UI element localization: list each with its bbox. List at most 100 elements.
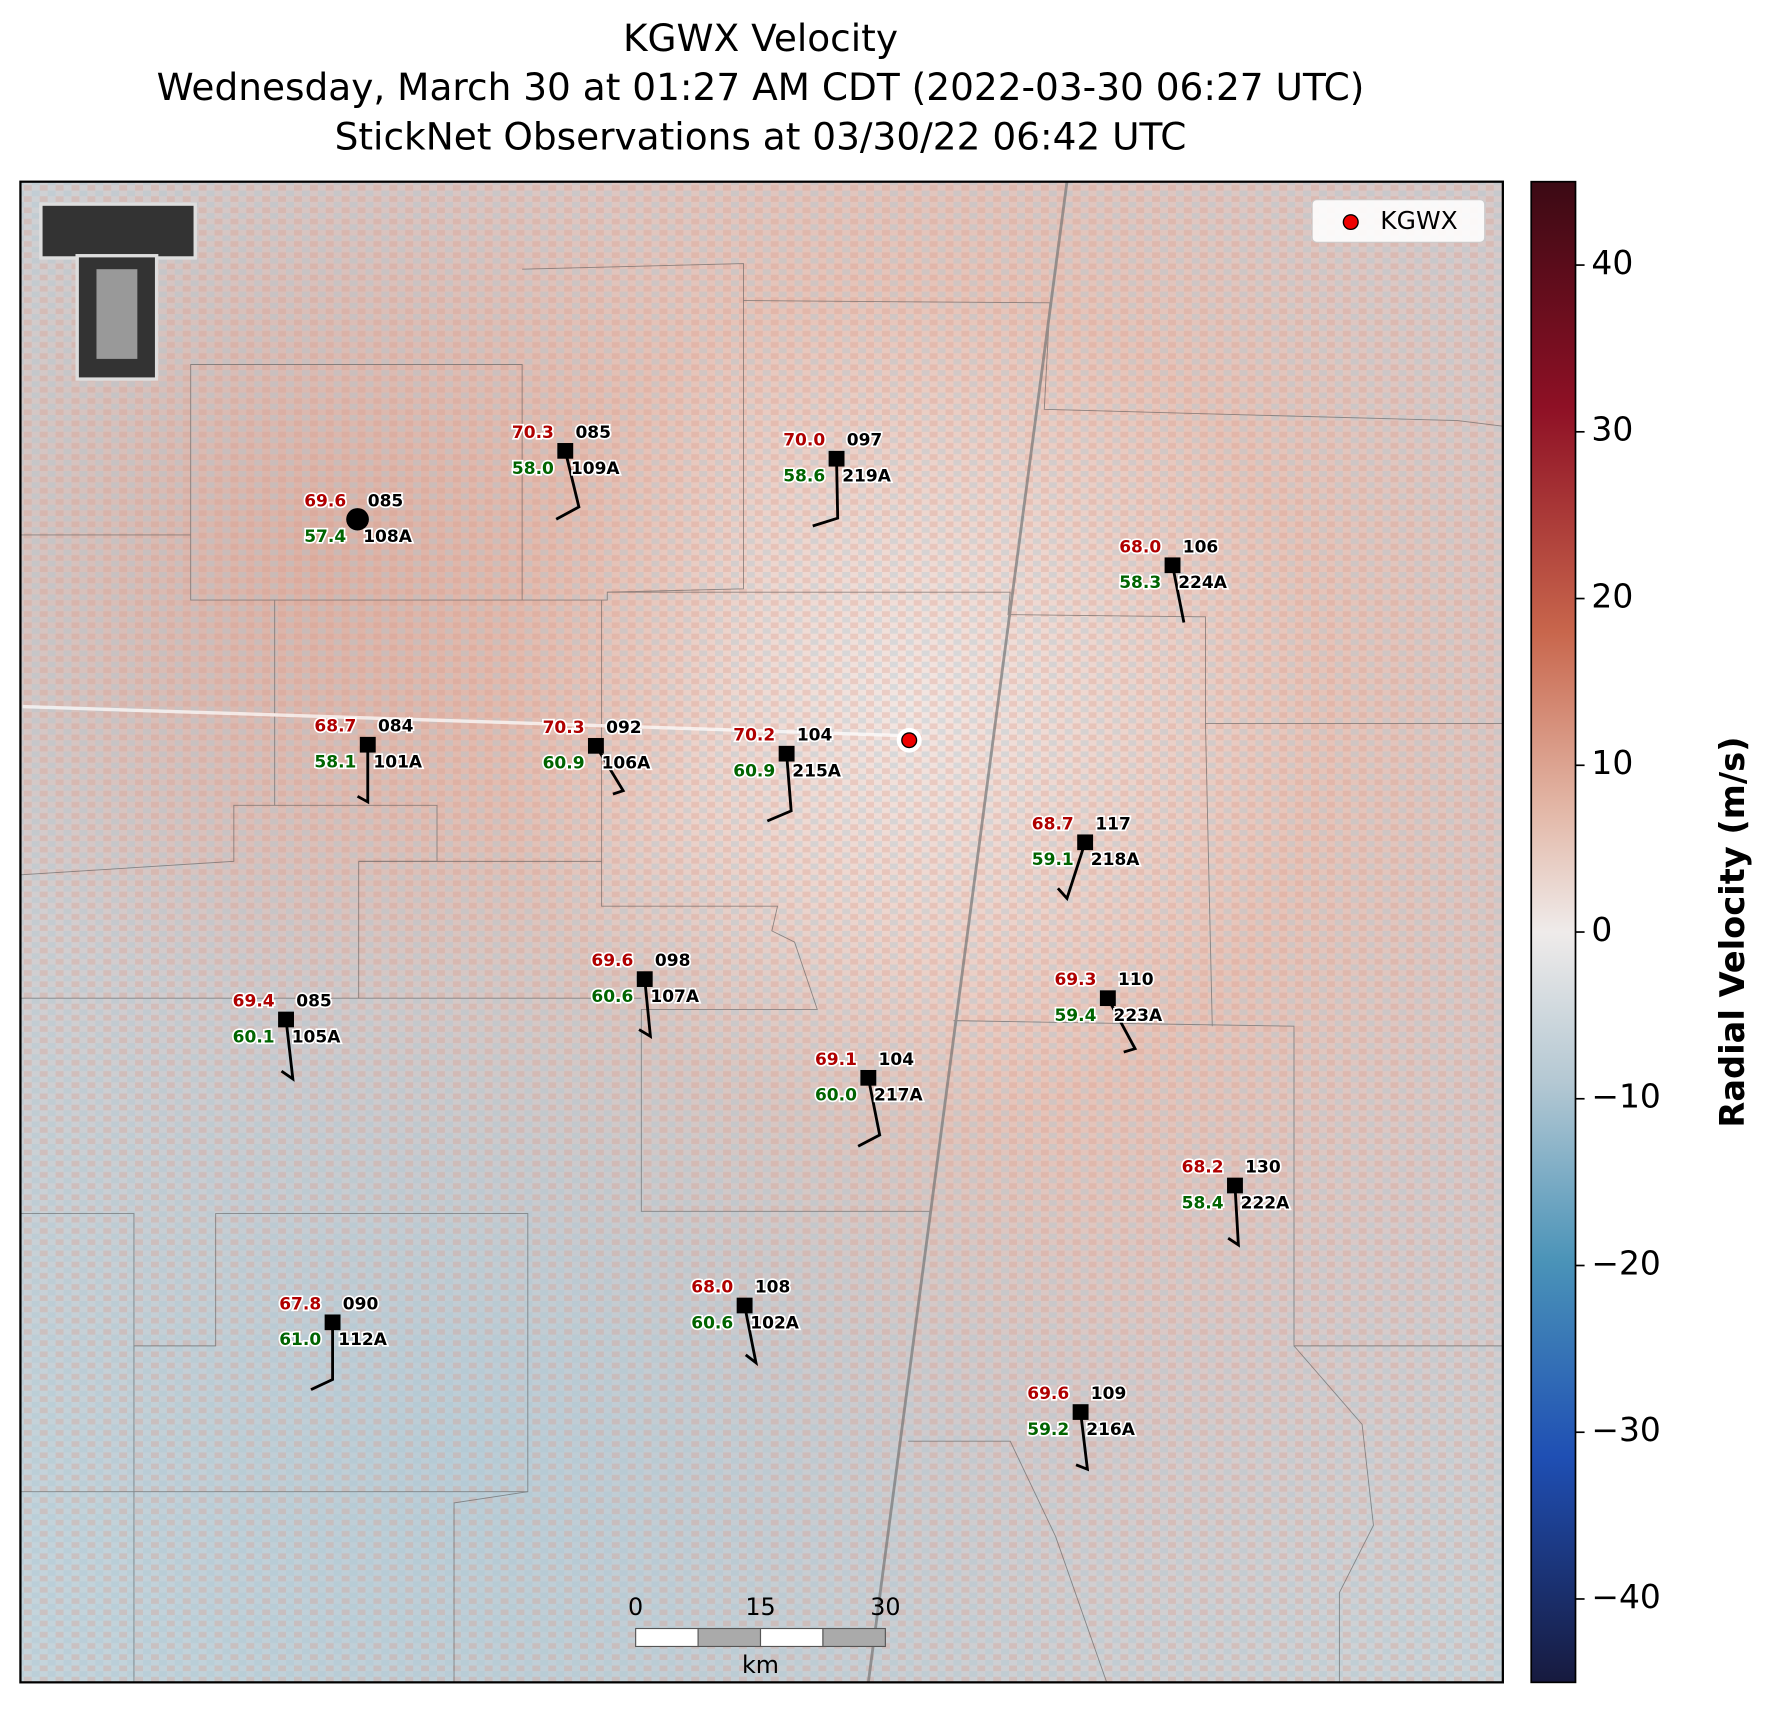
temperature: 70.2 [733, 725, 775, 745]
dewpoint: 58.0 [512, 458, 554, 478]
pressure: 109 [1091, 1383, 1127, 1403]
temperature: 70.3 [543, 717, 585, 737]
colorbar-tick-label: 40 [1591, 244, 1633, 282]
station-id: 223A [1114, 1005, 1163, 1025]
title-line: StickNet Observations at 03/30/22 06:42 … [335, 115, 1187, 159]
pressure: 092 [606, 717, 642, 737]
temperature: 68.7 [1032, 813, 1074, 833]
temperature: 69.1 [815, 1049, 857, 1069]
station-marker [359, 736, 376, 753]
temperature: 67.8 [279, 1293, 321, 1313]
colorbar-tick-label: −30 [1591, 1411, 1660, 1449]
colorbar-tick-label: −10 [1591, 1078, 1660, 1116]
dewpoint: 58.1 [314, 752, 356, 772]
dewpoint: 61.0 [279, 1329, 321, 1349]
dewpoint: 59.2 [1027, 1419, 1069, 1439]
station-id: 102A [750, 1313, 799, 1333]
county-borders [20, 181, 1503, 1683]
dewpoint: 59.1 [1032, 849, 1074, 869]
map-frame [19, 180, 1504, 1684]
wind-barb [555, 450, 581, 521]
dewpoint: 60.0 [815, 1085, 857, 1105]
radar-site [896, 727, 922, 753]
dewpoint: 60.6 [691, 1313, 733, 1333]
map: 70.3 085 58.0 109A 69.6 085 57.4 108A 70.0 097 58.… [19, 180, 1504, 1684]
station-marker [1099, 990, 1116, 1007]
pressure: 130 [1245, 1157, 1281, 1177]
station-id: 222A [1241, 1193, 1290, 1213]
station-id: 216A [1086, 1419, 1135, 1439]
pressure: 085 [575, 422, 611, 442]
station-id: 106A [602, 753, 651, 773]
colorbar: Radial Velocity (m/s) −40 −30 −20 −10 0 10 20 3… [1530, 180, 1752, 1684]
scale-label: 0 [628, 1593, 643, 1621]
stations: 70.3 085 58.0 109A 69.6 085 57.4 108A 70.0 097 58.… [231, 420, 1291, 1472]
station-id: 219A [842, 466, 891, 486]
station-id: 105A [292, 1027, 341, 1047]
dewpoint: 59.4 [1054, 1005, 1096, 1025]
temperature: 68.7 [314, 716, 356, 736]
scale-unit: km [742, 1651, 779, 1679]
dewpoint: 60.9 [733, 761, 775, 781]
pressure: 084 [378, 716, 414, 736]
station-id: 108A [363, 526, 412, 546]
pressure: 104 [797, 725, 833, 745]
station-id: 109A [571, 458, 620, 478]
dewpoint: 60.1 [233, 1027, 275, 1047]
colorbar-tick-label: 30 [1591, 411, 1633, 449]
wind-barb [638, 978, 653, 1039]
pressure: 104 [879, 1049, 915, 1069]
colorbar-tick-label: 20 [1591, 578, 1633, 616]
dewpoint: 60.6 [591, 986, 633, 1006]
temperature: 70.0 [783, 430, 825, 450]
pressure: 098 [655, 950, 691, 970]
station-marker [324, 1314, 341, 1331]
dewpoint: 58.3 [1119, 572, 1161, 592]
title-line: Wednesday, March 30 at 01:27 AM CDT (202… [157, 65, 1365, 109]
temperature: 68.0 [1119, 536, 1161, 556]
wind-barb [310, 1322, 334, 1391]
pressure: 106 [1183, 536, 1219, 556]
title: KGWX Velocity Wednesday, March 30 at 01:… [157, 16, 1365, 158]
wind-barb [766, 753, 793, 823]
calm-marker [346, 508, 369, 531]
colorbar-tick-label: 10 [1591, 744, 1633, 782]
temperature: 69.6 [1027, 1383, 1069, 1403]
pressure: 108 [755, 1277, 791, 1297]
station-marker [828, 450, 845, 467]
station-marker [557, 443, 574, 459]
pressure: 117 [1095, 813, 1131, 833]
station-marker [1164, 557, 1181, 574]
wind-barb [1227, 1185, 1240, 1248]
temperature: 69.3 [1054, 969, 1096, 989]
wind-barb [1106, 997, 1138, 1054]
wind-barb [812, 458, 840, 528]
station-id: 218A [1091, 849, 1140, 869]
pressure: 085 [368, 490, 404, 510]
station-id: 224A [1178, 572, 1227, 592]
station-marker [636, 971, 653, 987]
scale-bar: 0 15 30 km [628, 1593, 900, 1679]
pressure: 085 [296, 991, 332, 1011]
wind-barb [1171, 565, 1186, 623]
pressure: 097 [847, 430, 883, 450]
station-id: 101A [373, 752, 422, 772]
wind-barb [1075, 1411, 1090, 1472]
scale-label: 15 [745, 1593, 775, 1621]
station-id: 107A [650, 986, 699, 1006]
temperature: 68.0 [691, 1277, 733, 1297]
legend: KGWX [1311, 199, 1486, 243]
wind-barb [280, 1019, 295, 1082]
station-marker [778, 745, 795, 762]
temperature: 69.6 [304, 490, 346, 510]
colorbar-tick-label: −40 [1591, 1578, 1660, 1616]
wind-barb [743, 1305, 759, 1367]
ttu-logo [39, 202, 197, 381]
temperature: 69.6 [591, 950, 633, 970]
wind-barb [857, 1077, 882, 1148]
dewpoint: 60.9 [543, 753, 585, 773]
pressure: 110 [1118, 969, 1154, 989]
temperature: 69.4 [233, 991, 275, 1011]
